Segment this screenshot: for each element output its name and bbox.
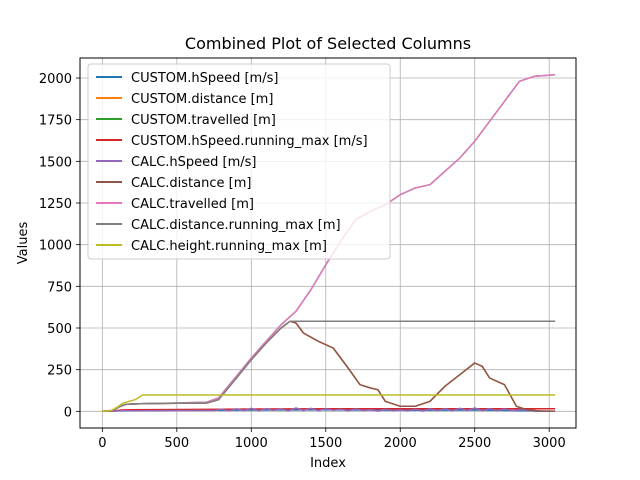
chart-title: Combined Plot of Selected Columns (185, 34, 471, 53)
y-tick-label: 0 (64, 405, 72, 420)
legend-entry: CALC.height.running_max [m] (131, 239, 327, 254)
plot-frame (79, 57, 577, 429)
x-tick-label: 2000 (384, 436, 417, 451)
x-tick-label: 1000 (235, 436, 268, 451)
legend: CUSTOM.hSpeed [m/s] CUSTOM.distance [m] CU… (87, 63, 391, 260)
legend-entry: CALC.travelled [m] (131, 197, 254, 212)
legend-entry: CUSTOM.travelled [m] (131, 113, 276, 128)
y-tick-label: 1500 (39, 155, 72, 170)
x-tick-label: 2500 (458, 436, 491, 451)
x-tick-label: 0 (98, 436, 106, 451)
y-tick-label: 250 (47, 364, 72, 379)
y-tick-label: 750 (47, 280, 72, 295)
y-tick-label: 1000 (39, 239, 72, 254)
legend-entry: CUSTOM.hSpeed [m/s] (131, 71, 278, 86)
y-axis-ticks: 0 250 500 750 1000 1250 1500 1750 2000 (39, 72, 80, 420)
y-axis-label: Values (16, 222, 31, 265)
series-line-7 (102, 320, 556, 413)
y-tick-label: 500 (47, 322, 72, 337)
x-tick-label: 3000 (533, 436, 566, 451)
series-line-8 (102, 394, 556, 413)
y-tick-label: 2000 (39, 72, 72, 87)
legend-box (87, 63, 391, 260)
x-tick-label: 500 (164, 436, 189, 451)
x-tick-label: 1500 (309, 436, 342, 451)
y-tick-label: 1750 (39, 114, 72, 129)
x-axis-label: Index (310, 456, 346, 471)
legend-entry: CUSTOM.distance [m] (131, 92, 273, 107)
legend-entry: CALC.distance [m] (131, 176, 251, 191)
legend-entry: CALC.distance.running_max [m] (131, 218, 341, 233)
legend-entry: CUSTOM.hSpeed.running_max [m/s] (131, 134, 368, 149)
y-tick-label: 1250 (39, 197, 72, 212)
series-line-4 (102, 407, 556, 413)
legend-entry: CALC.hSpeed [m/s] (131, 155, 257, 170)
x-axis-ticks: 0 500 1000 1500 2000 2500 3000 (98, 428, 566, 451)
